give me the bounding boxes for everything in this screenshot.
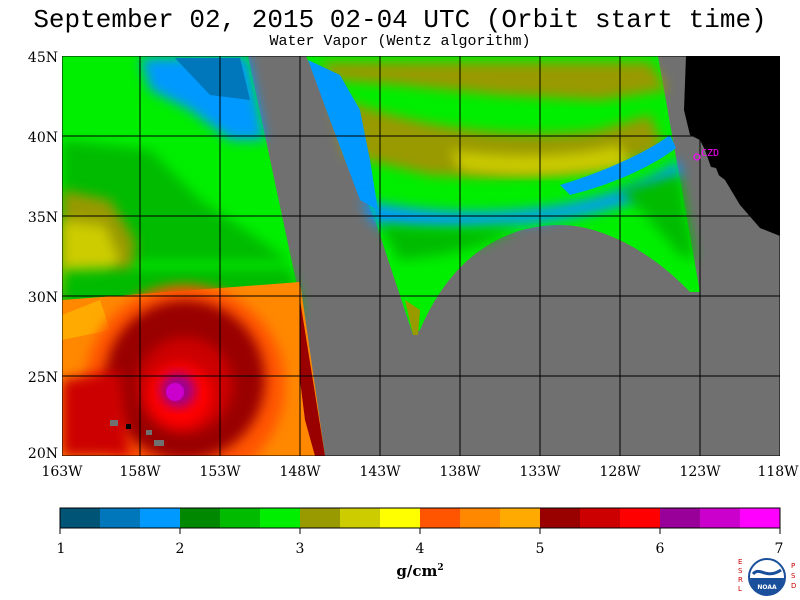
logo-letter: R: [738, 576, 743, 584]
colorbar-swatch: [740, 508, 781, 528]
place-label: CZD: [701, 148, 719, 159]
place-marker: [693, 153, 701, 161]
lon-label: 153W: [199, 464, 241, 480]
colorbar-tick-label: 6: [655, 541, 665, 557]
longitude-labels: 163W 158W 153W 148W 143W 138W 133W 128W …: [41, 464, 799, 480]
colorbar-tick-label: 3: [295, 541, 305, 557]
colorbar-swatch: [660, 508, 701, 528]
logo-text: NOAA: [757, 584, 777, 591]
latitude-labels: 45N 40N 35N 30N 25N 20N: [28, 50, 58, 462]
logo-letter: E: [738, 558, 742, 566]
colorbar-swatch: [260, 508, 301, 528]
colorbar-tick-label: 5: [535, 541, 545, 557]
noaa-logo: E S R L P S D NOAA: [738, 558, 796, 596]
colorbar-swatch: [620, 508, 661, 528]
colorbar-swatch: [580, 508, 621, 528]
colorbar-swatch: [100, 508, 141, 528]
plot-area: CZD: [62, 56, 780, 456]
map-grid: [62, 56, 780, 456]
colorbar-units: g/cm2: [396, 562, 443, 580]
logo-letter: S: [738, 567, 743, 575]
colorbar-swatch: [140, 508, 181, 528]
map-subtitle: Water Vapor (Wentz algorithm): [269, 33, 531, 50]
lat-label: 30N: [28, 290, 58, 306]
colorbar-tick-label: 4: [415, 541, 425, 557]
left-swath: [62, 56, 325, 456]
units-text: g/cm: [396, 562, 438, 580]
colorbar-swatch: [500, 508, 541, 528]
lat-label: 40N: [28, 130, 58, 146]
colorbar-swatch: [340, 508, 381, 528]
lon-label: 158W: [119, 464, 161, 480]
lon-label: 133W: [519, 464, 561, 480]
logo-wave: [750, 578, 784, 595]
colorbar-swatch: [420, 508, 461, 528]
bay-area: [702, 165, 720, 178]
lon-label: 123W: [679, 464, 721, 480]
units-exponent: 2: [437, 563, 444, 573]
colorbar-swatch: [380, 508, 421, 528]
map-title: September 02, 2015 02-04 UTC (Orbit star…: [33, 5, 767, 35]
lon-label: 163W: [41, 464, 83, 480]
logo-bird: [751, 568, 782, 576]
logo-letter: D: [791, 582, 796, 590]
color-bar: [59, 507, 781, 534]
colorbar-swatch: [700, 508, 741, 528]
colorbar-swatch: [460, 508, 501, 528]
colorbar-tick-label: 2: [175, 541, 185, 557]
logo-letter: S: [791, 572, 796, 580]
colorbar-tick-label: 7: [774, 541, 784, 557]
colorbar-swatch: [300, 508, 341, 528]
lat-label: 20N: [28, 446, 58, 462]
lat-label: 35N: [28, 210, 58, 226]
lon-label: 138W: [439, 464, 481, 480]
lon-label: 118W: [757, 464, 799, 480]
lon-label: 128W: [599, 464, 641, 480]
logo-letter: P: [791, 562, 795, 570]
colorbar-tick-label: 1: [56, 541, 66, 557]
land-mass: [684, 56, 780, 236]
lon-label: 143W: [359, 464, 401, 480]
logo-letter: L: [738, 585, 742, 593]
right-swath: [306, 56, 700, 335]
colorbar-swatch: [540, 508, 581, 528]
lon-label: 148W: [279, 464, 321, 480]
colorbar-swatch: [60, 508, 101, 528]
colorbar-swatch: [180, 508, 221, 528]
colorbar-swatch: [220, 508, 261, 528]
lat-label: 25N: [28, 370, 58, 386]
lat-label: 45N: [28, 50, 58, 66]
